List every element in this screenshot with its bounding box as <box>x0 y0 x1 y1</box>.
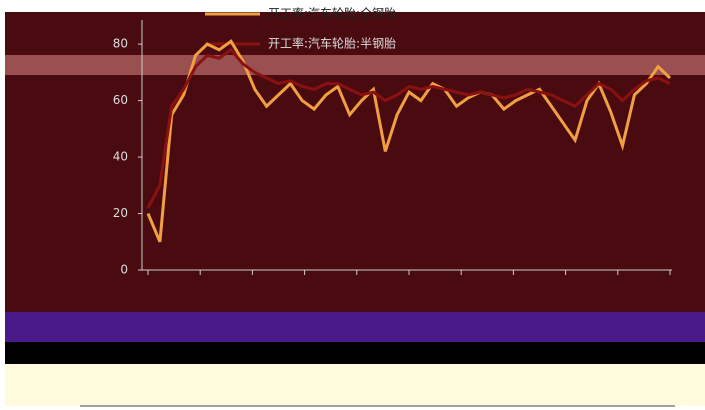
band <box>5 312 705 342</box>
band <box>5 364 705 406</box>
legend-label: 开工率:汽车轮胎:全钢胎 <box>268 6 396 21</box>
y-tick-label: 80 <box>113 37 128 51</box>
legend-label: 开工率:汽车轮胎:半钢胎 <box>268 36 396 51</box>
series-line <box>146 47 671 209</box>
y-tick-label: 40 <box>113 150 128 164</box>
band <box>5 342 705 364</box>
y-tick-label: 20 <box>113 206 128 220</box>
y-tick-label: 0 <box>120 263 128 277</box>
series-line <box>146 39 672 243</box>
y-tick-label: 60 <box>113 93 128 107</box>
band <box>5 55 705 75</box>
